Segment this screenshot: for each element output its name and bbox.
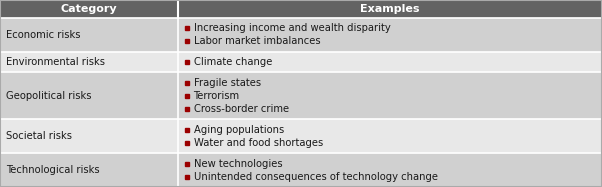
Text: Climate change: Climate change <box>194 57 272 67</box>
Bar <box>0 72 602 119</box>
Bar <box>0 0 602 18</box>
Bar <box>0 119 602 153</box>
Text: Cross-border crime: Cross-border crime <box>194 104 289 114</box>
Text: Societal risks: Societal risks <box>6 131 72 141</box>
Text: Geopolitical risks: Geopolitical risks <box>6 91 92 101</box>
Text: Economic risks: Economic risks <box>6 30 81 40</box>
Text: New technologies: New technologies <box>194 159 282 168</box>
Text: Water and food shortages: Water and food shortages <box>194 138 323 148</box>
Text: Technological risks: Technological risks <box>6 165 99 175</box>
Bar <box>0 52 602 72</box>
Text: Unintended consequences of technology change: Unintended consequences of technology ch… <box>194 172 438 182</box>
Text: Aging populations: Aging populations <box>194 125 284 135</box>
Bar <box>0 153 602 187</box>
Bar <box>0 18 602 52</box>
Text: Environmental risks: Environmental risks <box>6 57 105 67</box>
Text: Increasing income and wealth disparity: Increasing income and wealth disparity <box>194 23 390 33</box>
Text: Fragile states: Fragile states <box>194 78 261 88</box>
Text: Terrorism: Terrorism <box>194 91 240 101</box>
Text: Category: Category <box>60 4 117 14</box>
Text: Examples: Examples <box>360 4 420 14</box>
Text: Labor market imbalances: Labor market imbalances <box>194 36 320 46</box>
